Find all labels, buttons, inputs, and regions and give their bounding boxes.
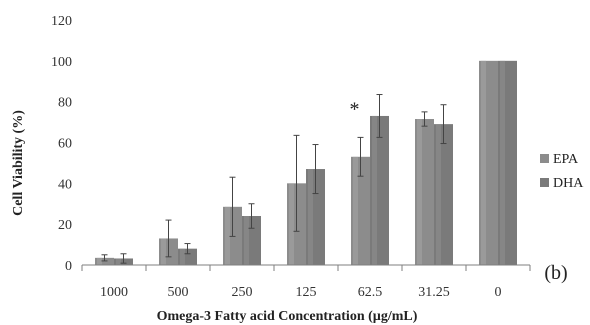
bar-highlight [353,156,358,265]
y-tick-label: 0 [65,259,72,274]
legend-label-dha: DHA [553,176,584,191]
x-axis-ticks: 1000 500 250 125 62.5 31.25 0 [81,265,531,300]
x-axis-title: Omega-3 Fatty acid Concentration (µg/mL) [157,309,418,324]
y-tick-label: 120 [51,14,72,29]
legend: EPA DHA [540,152,584,191]
x-tick-label: 0 [495,285,502,300]
error-bars [101,94,447,264]
y-tick-label: 60 [58,137,72,152]
bar-highlight [97,257,102,265]
bar-highlight [372,115,377,265]
bar-highlight [289,183,294,265]
legend-swatch-dha [540,178,549,187]
y-tick-label: 80 [58,96,72,111]
x-tick-label: 500 [168,285,189,300]
x-tick-label: 62.5 [358,285,383,300]
legend-swatch-epa [540,154,549,163]
y-tick-label: 20 [58,218,72,233]
bar-highlight [180,248,185,265]
bar-highlight [500,60,505,266]
bar-highlight [225,206,230,265]
y-tick-label: 100 [51,55,72,70]
bar-highlight [436,124,441,265]
x-tick-label: 31.25 [418,285,450,300]
x-tick-label: 1000 [100,285,128,300]
bar-highlight [116,258,121,265]
x-tick-label: 250 [232,285,253,300]
legend-label-epa: EPA [553,152,579,167]
x-tick-label: 125 [296,285,317,300]
bar-highlight [244,216,249,265]
bars [95,60,517,266]
bar-highlight [481,60,486,266]
bar-epa [95,257,114,265]
y-axis-ticks: 0 20 40 60 80 100 120 [51,14,72,274]
bar-highlight [161,238,166,265]
annotations: * [350,98,360,120]
y-axis-title: Cell Viability (%) [11,110,26,216]
panel-label: (b) [544,262,567,284]
bar-highlight [417,119,422,265]
significance-star: * [350,98,360,120]
bar-highlight [308,169,313,265]
y-tick-label: 40 [58,177,72,192]
